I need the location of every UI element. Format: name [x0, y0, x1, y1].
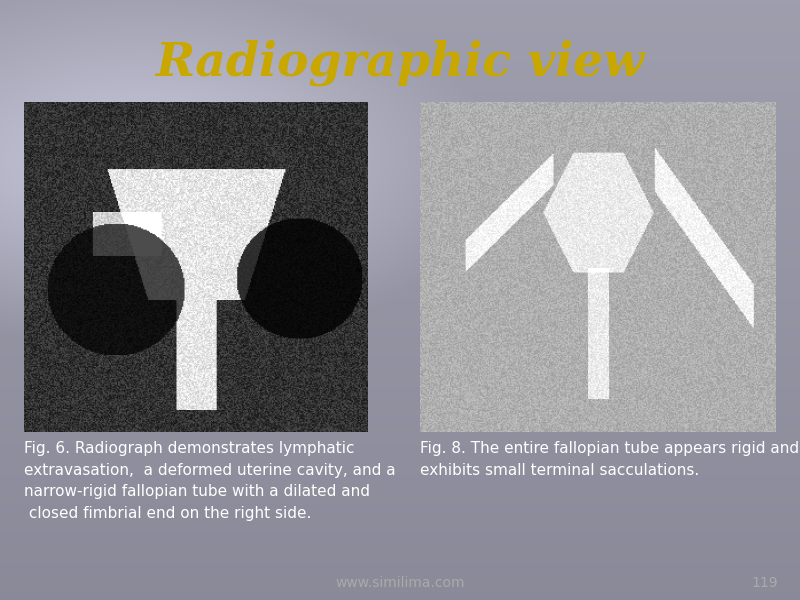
Text: Fig. 8. The entire fallopian tube appears rigid and
exhibits small terminal sacc: Fig. 8. The entire fallopian tube appear… [420, 441, 799, 478]
Text: www.similima.com: www.similima.com [335, 576, 465, 590]
Text: Fig. 6. Radiograph demonstrates lymphatic
extravasation,  a deformed uterine cav: Fig. 6. Radiograph demonstrates lymphati… [24, 441, 396, 521]
Text: Radiographic view: Radiographic view [155, 40, 645, 86]
Text: 119: 119 [751, 576, 778, 590]
